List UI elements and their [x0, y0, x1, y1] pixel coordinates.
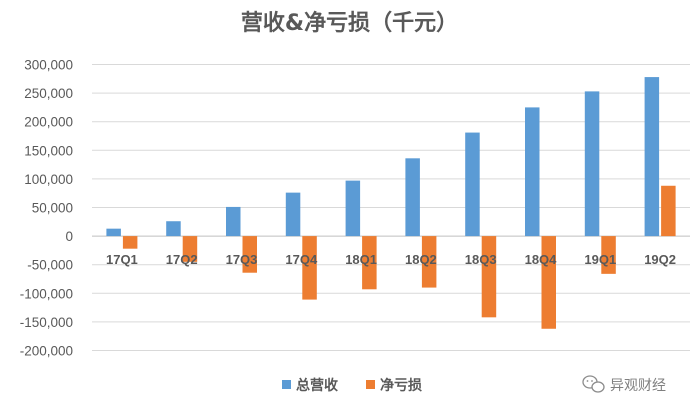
x-category-label: 17Q4 [285, 252, 318, 267]
bar-net-loss-19Q1 [601, 236, 616, 274]
x-category-label: 19Q2 [644, 252, 676, 267]
legend: 总营收 净亏损 [282, 377, 422, 394]
bar-net-loss-18Q2 [421, 236, 437, 288]
x-category-label: 18Q2 [405, 252, 437, 267]
legend-label-net-loss: 净亏损 [380, 377, 422, 394]
category-labels: 17Q1 17Q2 17Q3 17Q4 18Q1 18Q2 18Q3 18Q4 19Q1 19Q2 [106, 252, 676, 267]
bar-net-loss-17Q2 [182, 236, 198, 262]
bar-net-loss-19Q2 [661, 185, 676, 237]
y-axis-tick-labels: 300,000 250,000 200,000 150,000 100,000 50,00… [20, 58, 73, 359]
bar-total-revenue-19Q2 [644, 77, 660, 237]
y-tick-label: 250,000 [24, 86, 73, 101]
bar-net-loss-17Q3 [242, 236, 257, 273]
y-tick-label: -150,000 [20, 315, 73, 330]
bar-net-loss-17Q4 [302, 236, 317, 300]
y-tick-label: -100,000 [20, 286, 73, 301]
bar-net-loss-18Q1 [362, 236, 377, 290]
watermark: 异观财经 [582, 375, 666, 394]
bar-total-revenue-17Q4 [285, 192, 301, 237]
bar-net-loss-17Q1 [122, 236, 138, 249]
bar-total-revenue-18Q2 [405, 158, 420, 237]
chart-title: 营收&净亏损（千元） [241, 10, 458, 36]
y-tick-label: -50,000 [27, 258, 73, 273]
x-category-label: 17Q1 [106, 252, 138, 267]
x-category-label: 18Q1 [345, 252, 377, 267]
gridlines [92, 64, 690, 351]
y-tick-label: 50,000 [32, 201, 73, 216]
y-tick-label: 0 [65, 229, 73, 244]
bar-total-revenue-18Q4 [525, 107, 540, 237]
y-tick-label: 150,000 [24, 143, 73, 158]
y-tick-label: 200,000 [24, 115, 73, 130]
bar-total-revenue-19Q1 [584, 91, 600, 237]
legend-swatch-net-loss [366, 380, 375, 389]
x-category-label: 17Q2 [166, 252, 198, 267]
bar-net-loss-18Q4 [541, 236, 556, 329]
bar-total-revenue-17Q2 [166, 221, 181, 237]
bar-total-revenue-17Q3 [226, 206, 241, 237]
bar-total-revenue-18Q3 [465, 132, 480, 237]
y-tick-label: -200,000 [20, 344, 73, 359]
bars [106, 77, 676, 329]
watermark-text: 异观财经 [610, 378, 666, 394]
bar-total-revenue-17Q1 [106, 228, 121, 237]
x-category-label: 17Q3 [226, 252, 258, 267]
y-tick-label: 300,000 [24, 58, 73, 73]
y-tick-label: 100,000 [24, 172, 73, 187]
legend-label-total-revenue: 总营收 [296, 377, 339, 394]
wechat-icon [582, 375, 605, 393]
x-category-label: 18Q3 [465, 252, 497, 267]
bar-net-loss-18Q3 [481, 236, 497, 318]
x-category-label: 18Q4 [525, 252, 558, 267]
legend-swatch-total-revenue [282, 380, 291, 389]
bar-total-revenue-18Q1 [345, 180, 361, 237]
x-category-label: 19Q1 [584, 252, 616, 267]
